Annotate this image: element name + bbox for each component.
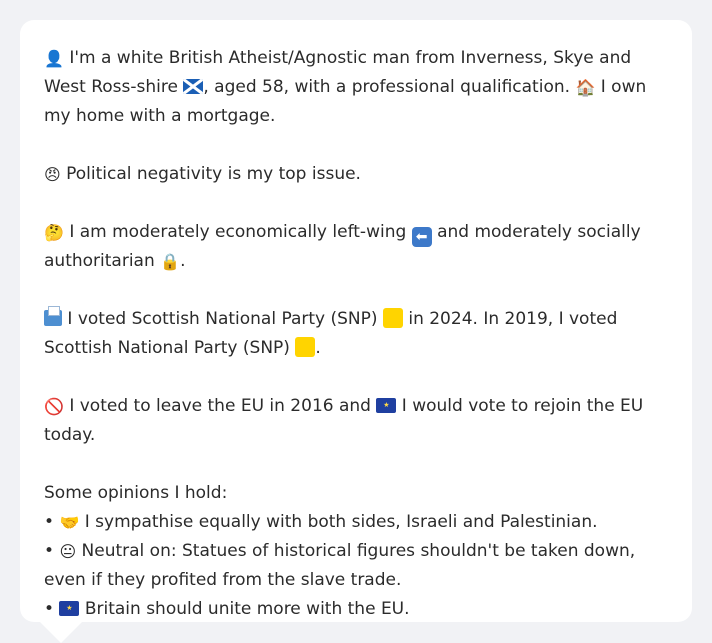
bullet-glyph: •: [44, 541, 55, 561]
snp-color-square-icon: [295, 337, 316, 357]
vote-2019-text: in 2024. In 2019, I voted Scottish Natio…: [44, 309, 618, 358]
eu-referendum-text: I voted to leave the EU in 2016 and: [69, 396, 371, 416]
opinions-section: Some opinions I hold: • 🤝 I sympathise e…: [44, 479, 672, 624]
vote-2024-text: I voted Scottish National Party (SNP): [67, 309, 378, 329]
bubble-tail: [40, 622, 82, 643]
social-position-text: and moderately socially authoritarian: [44, 222, 641, 271]
opinion-item: • 😐 Neutral on: Statues of historical fi…: [44, 537, 672, 595]
ideology-paragraph: 🤔 I am moderately economically left-wing…: [44, 218, 672, 276]
top-issue-paragraph: 😠 Political negativity is my top issue.: [44, 160, 672, 189]
opinion-item: • 🤝 I sympathise equally with both sides…: [44, 508, 672, 537]
opinion-item: • ★ Britain should unite more with the E…: [44, 595, 672, 624]
neutral-face-icon: 😐: [59, 542, 77, 561]
eu-rejoin-text: I would vote to rejoin the EU today.: [44, 396, 644, 445]
voting-period: .: [315, 338, 321, 358]
prohibited-icon: 🚫: [44, 397, 64, 416]
lock-icon: 🔒: [160, 252, 181, 271]
snp-color-square-icon: [382, 308, 403, 328]
angry-face-icon: 😠: [44, 165, 61, 184]
intro-text: I'm a white British Atheist/Agnostic man…: [44, 48, 632, 97]
opinions-heading: Some opinions I hold:: [44, 483, 228, 503]
ideology-period: .: [180, 251, 186, 271]
ballot-box-icon: [44, 306, 62, 326]
bullet-glyph: •: [44, 512, 55, 532]
bust-silhouette-icon: 👤: [44, 49, 64, 68]
opinion-text: I sympathise equally with both sides, Is…: [84, 512, 598, 532]
economic-position-text: I am moderately economically left-wing: [69, 222, 407, 242]
home-ownership-text: I own my home with a mortgage.: [44, 77, 647, 126]
opinion-text: Britain should unite more with the EU.: [84, 599, 410, 619]
eu-paragraph: 🚫 I voted to leave the EU in 2016 and ★ …: [44, 392, 672, 450]
scotland-flag-icon: [183, 79, 204, 94]
top-issue-text: Political negativity is my top issue.: [66, 164, 361, 184]
thinking-face-icon: 🤔: [44, 223, 64, 242]
profile-message-bubble: 👤 I'm a white British Atheist/Agnostic m…: [20, 20, 692, 622]
intro-age-text: , aged 58, with a professional qualifica…: [203, 77, 571, 97]
left-arrow-icon: ⬅: [411, 227, 432, 247]
house-icon: 🏠: [575, 78, 596, 97]
eu-flag-icon: ★: [59, 601, 80, 616]
eu-flag-icon: ★: [376, 398, 397, 413]
voting-paragraph: I voted Scottish National Party (SNP) in…: [44, 305, 672, 363]
opinion-text: Neutral on: Statues of historical figure…: [44, 541, 636, 590]
intro-paragraph: 👤 I'm a white British Atheist/Agnostic m…: [44, 44, 672, 131]
handshake-icon: 🤝: [59, 513, 80, 532]
bullet-glyph: •: [44, 599, 55, 619]
